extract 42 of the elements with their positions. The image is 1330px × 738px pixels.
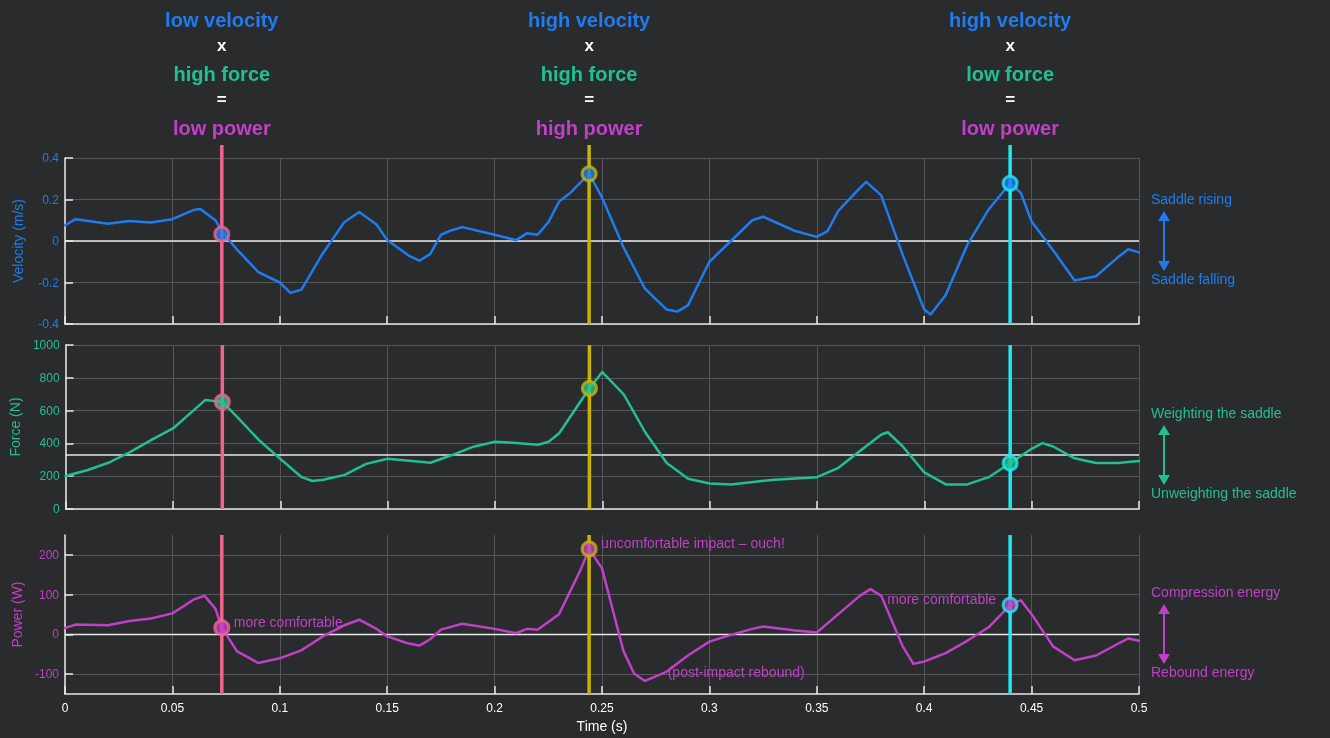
y-tick-label: 600 bbox=[39, 403, 60, 418]
x-tick-label: 0.25 bbox=[590, 701, 614, 716]
x-axis-title: Time (s) bbox=[576, 718, 628, 734]
x-tick-label: 0.4 bbox=[915, 701, 933, 716]
y-tick-label: -0.2 bbox=[38, 275, 60, 290]
ref-line-label: high velocity x low force = low power bbox=[948, 9, 1073, 139]
text: Unweighting the saddle bbox=[1151, 484, 1297, 501]
x-tick-label: 0.45 bbox=[1019, 701, 1044, 716]
x-tick-label: 0.1 bbox=[271, 701, 289, 716]
x-tick-label: 0.2 bbox=[486, 701, 504, 716]
x-tick-label: 0.15 bbox=[375, 701, 400, 716]
annotation: more comfortable bbox=[887, 591, 997, 607]
ref-line-label: low velocity x high force = low power bbox=[165, 9, 280, 139]
y-tick-label: 0 bbox=[52, 627, 60, 642]
y-axis-title: Velocity (m/s) bbox=[10, 198, 26, 284]
y-axis-title: Force (N) bbox=[7, 397, 23, 457]
y-tick-label: -100 bbox=[34, 667, 60, 682]
annotation: uncomfortable impact – ouch! bbox=[601, 534, 785, 551]
text: Compression energy bbox=[1151, 584, 1281, 601]
annotation: (post-impact rebound) bbox=[667, 664, 805, 681]
y-tick-label: 0.2 bbox=[42, 192, 60, 207]
y-tick-label: 0 bbox=[52, 234, 60, 248]
text: Weighting the saddle bbox=[1151, 404, 1282, 421]
y-tick-label: -0.4 bbox=[38, 317, 60, 331]
y-tick-label: 800 bbox=[39, 370, 60, 385]
y-tick-label: 200 bbox=[39, 469, 60, 484]
ref-line-label: high velocity x high force = high power bbox=[527, 9, 652, 139]
y-tick-label: 0.4 bbox=[42, 151, 60, 165]
text: Saddle rising bbox=[1151, 191, 1232, 207]
text: Rebound energy bbox=[1151, 664, 1255, 681]
y-tick-label: 400 bbox=[39, 436, 60, 451]
y-tick-label: 1000 bbox=[32, 338, 60, 352]
text: Saddle falling bbox=[1151, 271, 1236, 287]
y-tick-label: 0 bbox=[52, 502, 60, 516]
y-tick-label: 100 bbox=[38, 587, 60, 602]
x-tick-label: 0.05 bbox=[160, 701, 185, 716]
annotation: more comfortable bbox=[233, 613, 343, 630]
y-tick-label: 200 bbox=[38, 547, 60, 562]
x-tick-label: 0.5 bbox=[1130, 701, 1148, 716]
x-tick-label: 0.35 bbox=[805, 701, 829, 716]
y-axis-title: Power (W) bbox=[9, 581, 26, 648]
x-tick-label: 0.3 bbox=[701, 701, 719, 716]
